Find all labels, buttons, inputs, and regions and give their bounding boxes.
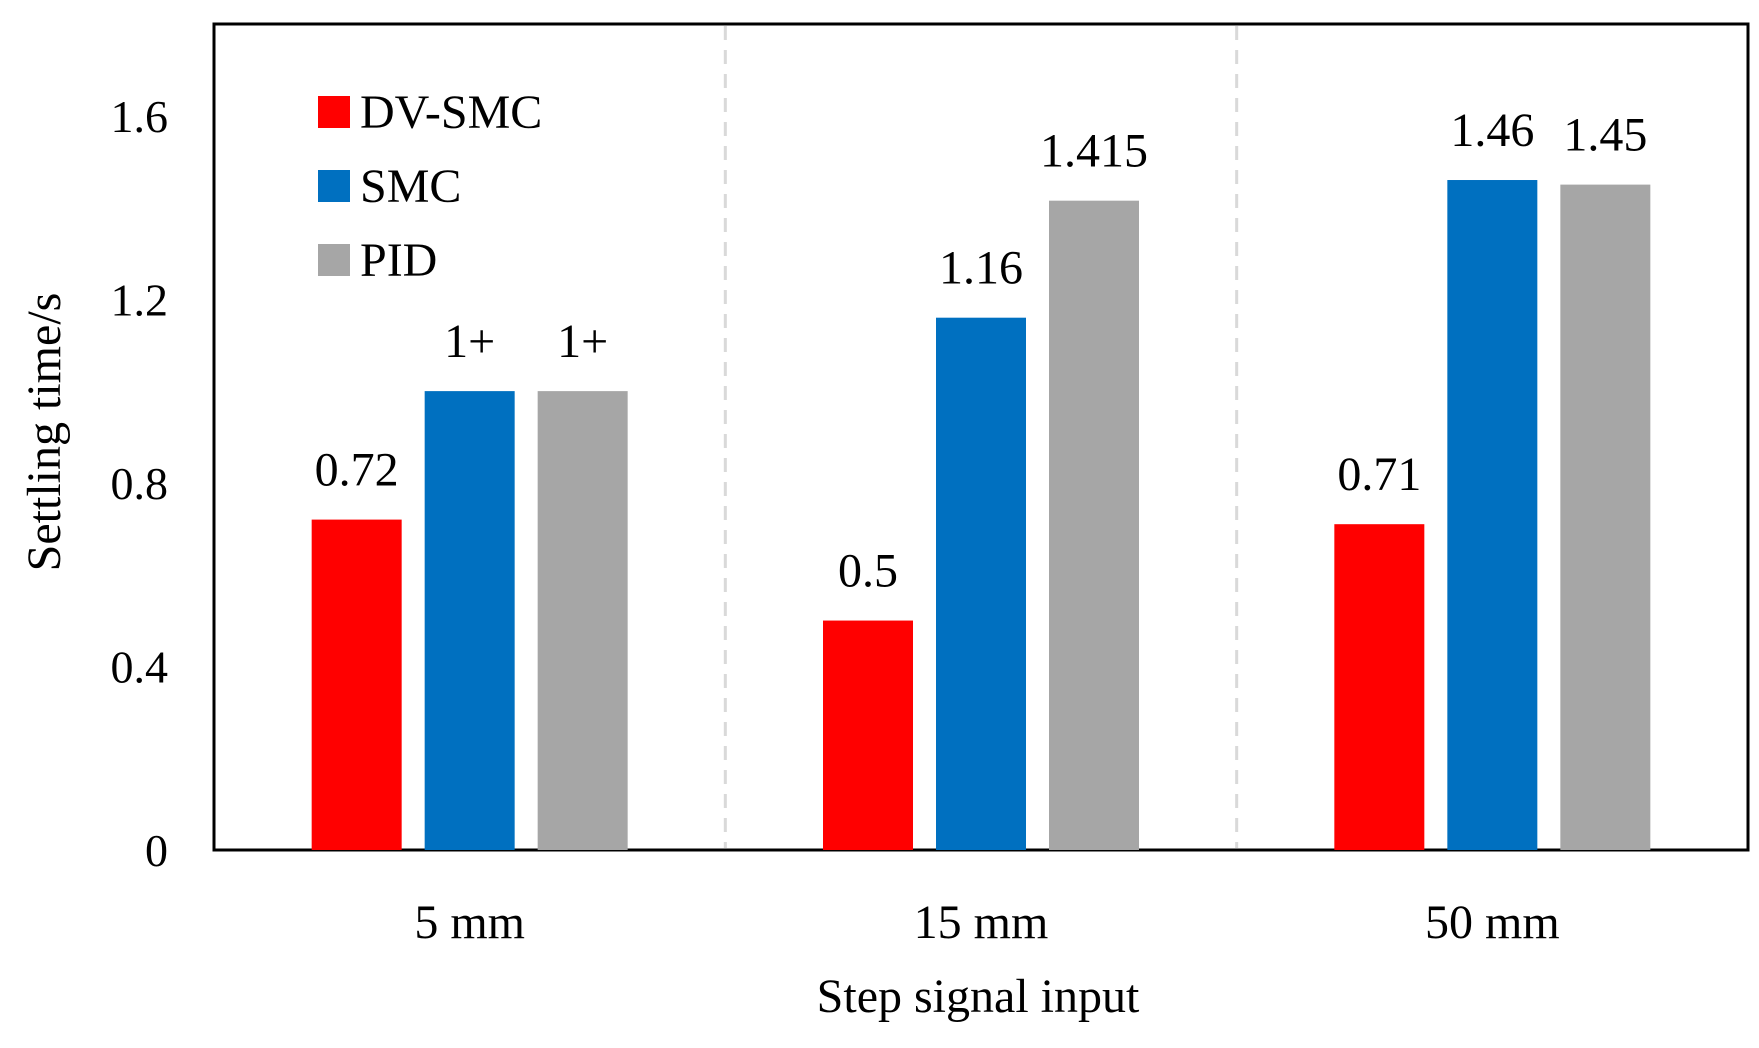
legend: DV-SMC SMC PID	[318, 86, 542, 287]
bar	[1049, 200, 1139, 850]
legend-label: PID	[360, 234, 437, 287]
bar	[537, 391, 628, 850]
data-label: 1.45	[1563, 109, 1647, 162]
bars	[311, 180, 1651, 851]
legend-swatch	[318, 244, 350, 276]
data-label: 1.46	[1450, 104, 1534, 157]
legend-swatch	[318, 170, 350, 202]
data-label: 1.16	[939, 242, 1023, 295]
y-tick-label: 0	[145, 825, 168, 876]
y-tick-label: 1.2	[111, 274, 169, 325]
data-labels: 0.72 1+ 1+ 0.5 1.16 1.415 0.71 1.46 1.45	[315, 104, 1648, 598]
data-label: 0.71	[1337, 448, 1421, 501]
data-label: 1+	[444, 315, 495, 368]
y-tick-label: 1.6	[111, 91, 169, 142]
legend-label: SMC	[360, 160, 461, 213]
bar	[424, 391, 515, 850]
x-tick-label: 15 mm	[914, 896, 1049, 949]
legend-label: DV-SMC	[360, 86, 542, 139]
bar	[1447, 180, 1538, 850]
x-tick-label: 5 mm	[414, 896, 525, 949]
data-label: 1.415	[1040, 125, 1148, 178]
bar	[1560, 184, 1651, 851]
legend-swatch	[318, 96, 350, 128]
bar	[823, 620, 913, 850]
data-label: 1+	[557, 315, 608, 368]
y-tick-label: 0.4	[111, 641, 169, 692]
y-tick-label: 0.8	[111, 458, 169, 509]
bar	[311, 519, 402, 850]
data-label: 0.5	[838, 545, 898, 598]
data-label: 0.72	[315, 444, 399, 497]
bar	[936, 317, 1026, 850]
y-axis: 0 0.4 0.8 1.2 1.6	[111, 91, 169, 876]
y-axis-title: Settling time/s	[18, 293, 71, 572]
x-axis: 5 mm 15 mm 50 mm	[414, 896, 1559, 949]
x-axis-title: Step signal input	[817, 970, 1140, 1023]
x-tick-label: 50 mm	[1425, 896, 1560, 949]
bar	[1334, 524, 1425, 850]
